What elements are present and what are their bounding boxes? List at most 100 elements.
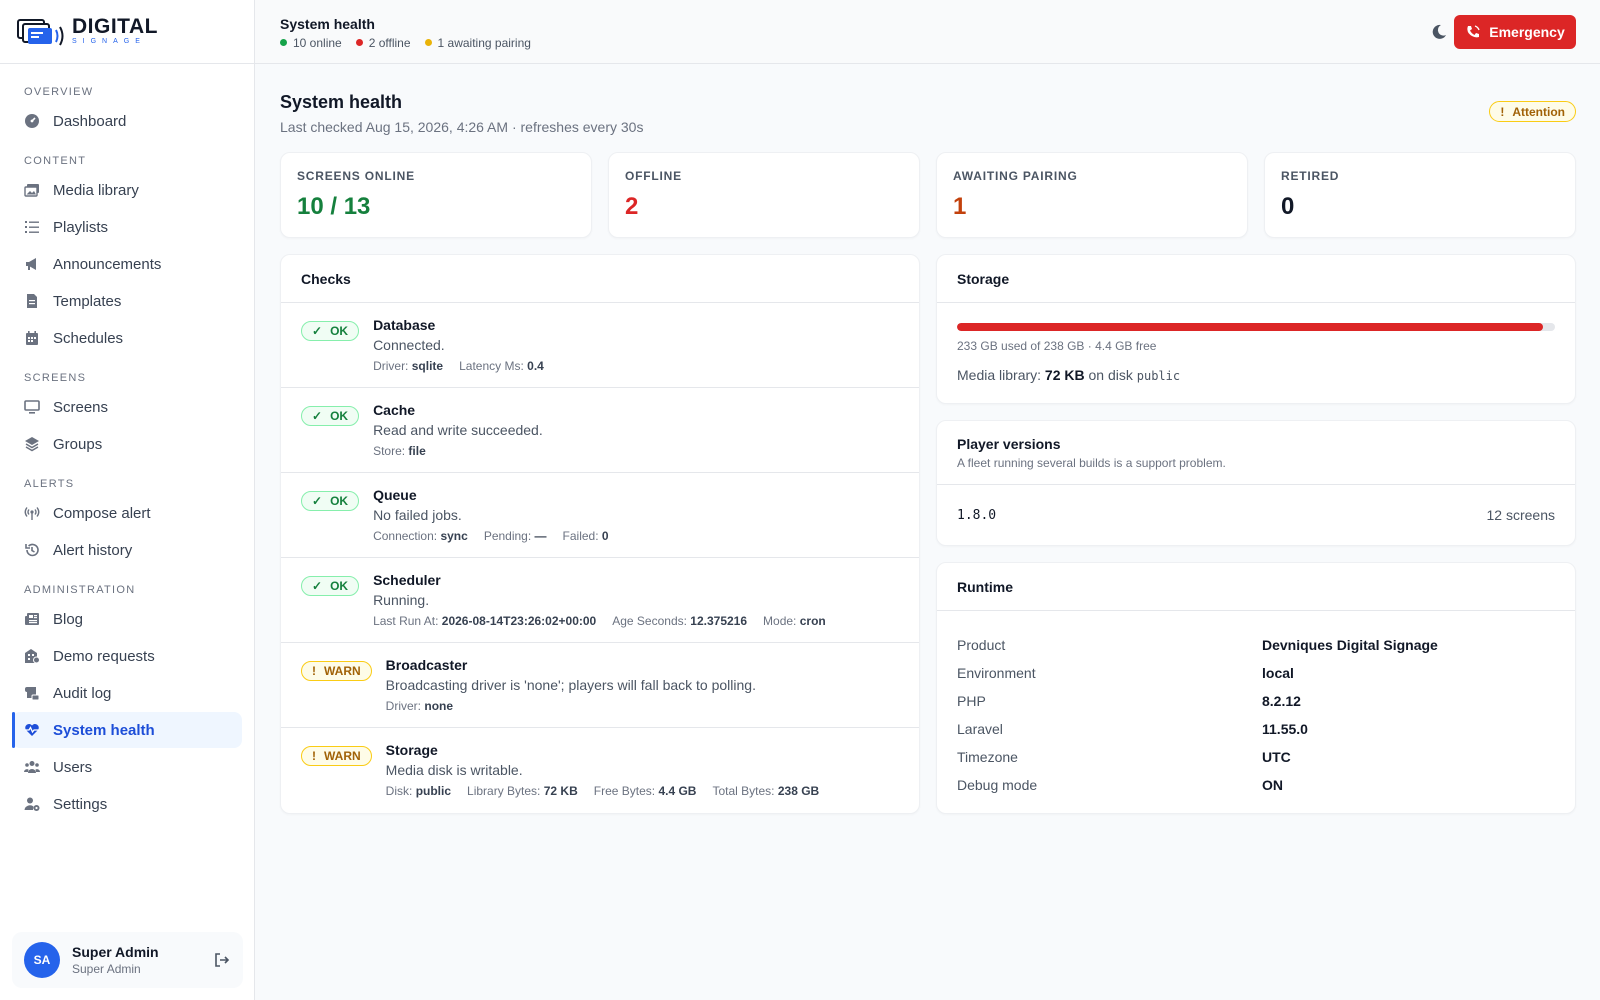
runtime-key: Debug mode [957, 777, 1038, 793]
check-meta-value: public [415, 784, 452, 798]
user-role: Super Admin [72, 962, 141, 976]
player-versions-header: Player versions A fleet running several … [937, 421, 1575, 485]
check-message: Media disk is writable. [385, 762, 523, 778]
sidebar-item-groups[interactable]: Groups [12, 426, 242, 462]
stat-card-offline: OFFLINE 2 [608, 152, 920, 238]
user-profile-card[interactable]: SA Super Admin Super Admin [12, 932, 243, 988]
check-meta: Store: file [373, 444, 543, 458]
check-row: ! WARN Broadcaster Broadcasting driver is '… [281, 643, 919, 728]
sidebar-item-templates[interactable]: Templates [12, 283, 242, 319]
check-body: Queue No failed jobs. Connection: sync Pend… [373, 487, 609, 557]
dark-mode-toggle-icon[interactable] [1430, 23, 1448, 41]
sidebar-item-label: Blog [53, 610, 84, 628]
sidebar-item-label: Announcements [53, 255, 162, 273]
user-name: Super Admin [72, 944, 159, 960]
check-meta-item: Latency Ms: 0.4 [459, 359, 544, 373]
check-meta-value: 238 GB [777, 784, 820, 798]
check-status-badge: ✓ OK [301, 576, 360, 596]
emergency-button[interactable]: Emergency [1454, 15, 1576, 49]
page-title: System health [280, 92, 403, 112]
media-size: 72 KB [1044, 367, 1085, 383]
status-offline-label: 2 offline [368, 36, 411, 50]
check-meta-item: Total Bytes: 238 GB [712, 784, 819, 798]
sidebar-item-blog[interactable]: Blog [12, 601, 242, 637]
brand-logo[interactable]: DIGITAL SIGNAGE [0, 0, 254, 64]
check-meta-value: sqlite [411, 359, 444, 373]
brand-wordmark: DIGITAL SIGNAGE [72, 15, 158, 46]
sidebar-item-playlists[interactable]: Playlists [12, 209, 242, 245]
check-meta-item: Disk: public [386, 784, 451, 798]
topbar-status-summary: 10 online 2 offline 1 awaiting pairing [280, 36, 1600, 50]
sidebar-item-demo-requests[interactable]: Demo requests [12, 638, 242, 674]
sidebar-item-alert-history[interactable]: Alert history [12, 532, 242, 568]
check-status-icon: ✓ [312, 409, 323, 423]
check-status-badge: ! WARN [301, 661, 372, 681]
check-meta-value: 0.4 [527, 359, 544, 373]
runtime-row: Timezone UTC [957, 743, 1555, 771]
check-name: Database [373, 317, 436, 333]
runtime-row: Laravel 11.55.0 [957, 715, 1555, 743]
check-meta-value: sync [440, 529, 468, 543]
stat-card-awaiting-pairing: AWAITING PAIRING 1 [936, 152, 1248, 238]
sidebar-nav: OVERVIEW Dashboard CONTENT Media library… [0, 64, 254, 822]
status-awaiting-label: 1 awaiting pairing [437, 36, 531, 50]
storage-body: 233 GB used of 238 GB · 4.4 GB free Medi… [937, 303, 1575, 403]
nav-section-overview: OVERVIEW [24, 86, 94, 98]
runtime-value: local [1262, 665, 1294, 681]
stat-card-retired: RETIRED 0 [1264, 152, 1576, 238]
sidebar-item-label: System health [53, 721, 155, 739]
sidebar-item-screens[interactable]: Screens [12, 389, 242, 425]
sidebar-item-system-health[interactable]: System health [12, 712, 242, 748]
runtime-card: Runtime Product Devniques Digital Signage… [936, 562, 1576, 814]
runtime-list: Product Devniques Digital Signage Environm… [937, 611, 1575, 813]
dashboard-icon [25, 114, 39, 128]
check-meta-item: Failed: 0 [563, 529, 609, 543]
main-content: System health Last checked Aug 15, 2026,… [280, 64, 1576, 814]
logout-icon[interactable] [213, 951, 231, 969]
check-status-icon: ! [312, 749, 316, 763]
sidebar-item-users[interactable]: Users [12, 749, 242, 785]
right-column: Storage 233 GB used of 238 GB · 4.4 GB f… [936, 254, 1576, 814]
runtime-value: Devniques Digital Signage [1262, 637, 1438, 653]
stat-card-screens-online: SCREENS ONLINE 10 / 13 [280, 152, 592, 238]
sidebar-item-label: Groups [53, 435, 103, 453]
sidebar-item-settings[interactable]: Settings [12, 786, 242, 822]
media-disk: public [1136, 369, 1181, 383]
check-message: Read and write succeeded. [373, 422, 543, 438]
checks-title: Checks [281, 255, 919, 303]
sidebar-item-announcements[interactable]: Announcements [12, 246, 242, 282]
stat-value: 1 [953, 193, 967, 220]
checks-list: ✓ OK Database Connected. Driver: sqlite Laten… [281, 303, 919, 813]
sidebar-item-compose-alert[interactable]: Compose alert [12, 495, 242, 531]
media-prefix: Media library: [957, 367, 1042, 383]
check-meta-value: 0 [601, 529, 609, 543]
check-body: Database Connected. Driver: sqlite Latency … [373, 317, 544, 387]
sidebar-item-label: Media library [53, 181, 139, 199]
sidebar-item-schedules[interactable]: Schedules [12, 320, 242, 356]
check-meta-key: Age Seconds: [612, 614, 687, 628]
page-header: System health Last checked Aug 15, 2026,… [280, 92, 1576, 152]
page-subtitle: Last checked Aug 15, 2026, 4:26 AM · ref… [280, 119, 644, 135]
check-body: Storage Media disk is writable. Disk: publ… [386, 742, 820, 813]
check-meta-value: 72 KB [543, 784, 578, 798]
attention-label: Attention [1512, 104, 1565, 119]
check-status-label: OK [330, 494, 349, 508]
check-meta-key: Latency Ms: [459, 359, 524, 373]
layers-icon [25, 437, 39, 452]
check-status-icon: ✓ [312, 324, 323, 338]
status-offline: 2 offline [355, 36, 411, 50]
user-gear-icon [24, 797, 40, 811]
sidebar: DIGITAL SIGNAGE OVERVIEW Dashboard CONTE… [0, 0, 255, 1000]
sidebar-item-audit-log[interactable]: Audit log [12, 675, 242, 711]
newspaper-icon [25, 613, 39, 625]
stats-row: SCREENS ONLINE 10 / 13 OFFLINE 2 AWAITIN… [280, 152, 1576, 238]
player-version-count: 12 screens [1486, 507, 1555, 523]
runtime-key: Product [957, 637, 1006, 653]
check-meta-key: Free Bytes: [593, 784, 656, 798]
check-meta-key: Mode: [763, 614, 797, 628]
brand-name: DIGITAL [72, 15, 158, 38]
sidebar-item-media-library[interactable]: Media library [12, 172, 242, 208]
check-meta-item: Mode: cron [763, 614, 826, 628]
sidebar-item-dashboard[interactable]: Dashboard [12, 103, 242, 139]
check-meta-item: Last Run At: 2026-08-14T23:26:02+00:00 [373, 614, 596, 628]
